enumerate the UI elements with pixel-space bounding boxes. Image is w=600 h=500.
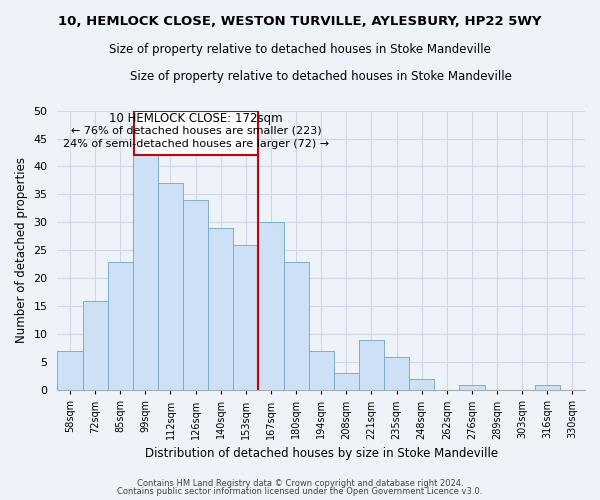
Text: 10 HEMLOCK CLOSE: 172sqm: 10 HEMLOCK CLOSE: 172sqm (109, 112, 283, 126)
Bar (460, 384, 485, 390)
Bar (107, 262, 133, 390)
Bar (308, 351, 334, 391)
Bar (284, 262, 308, 390)
Bar (233, 245, 259, 390)
Text: ← 76% of detached houses are smaller (223): ← 76% of detached houses are smaller (22… (71, 125, 322, 135)
Title: Size of property relative to detached houses in Stoke Mandeville: Size of property relative to detached ho… (130, 70, 512, 83)
Text: 24% of semi-detached houses are larger (72) →: 24% of semi-detached houses are larger (… (63, 139, 329, 149)
Text: Contains HM Land Registry data © Crown copyright and database right 2024.: Contains HM Land Registry data © Crown c… (137, 478, 463, 488)
Bar (208, 228, 233, 390)
Bar (409, 379, 434, 390)
X-axis label: Distribution of detached houses by size in Stoke Mandeville: Distribution of detached houses by size … (145, 447, 498, 460)
Text: 10, HEMLOCK CLOSE, WESTON TURVILLE, AYLESBURY, HP22 5WY: 10, HEMLOCK CLOSE, WESTON TURVILLE, AYLE… (58, 15, 542, 28)
Text: Contains public sector information licensed under the Open Government Licence v3: Contains public sector information licen… (118, 487, 482, 496)
Bar (83, 301, 107, 390)
Y-axis label: Number of detached properties: Number of detached properties (15, 158, 28, 344)
Bar (384, 356, 409, 390)
Bar (183, 200, 208, 390)
Bar (158, 184, 183, 390)
Bar (58, 351, 83, 391)
Bar (535, 384, 560, 390)
FancyBboxPatch shape (134, 110, 259, 156)
Text: Size of property relative to detached houses in Stoke Mandeville: Size of property relative to detached ho… (109, 42, 491, 56)
Bar (334, 374, 359, 390)
Bar (259, 222, 284, 390)
Bar (133, 156, 158, 390)
Bar (359, 340, 384, 390)
